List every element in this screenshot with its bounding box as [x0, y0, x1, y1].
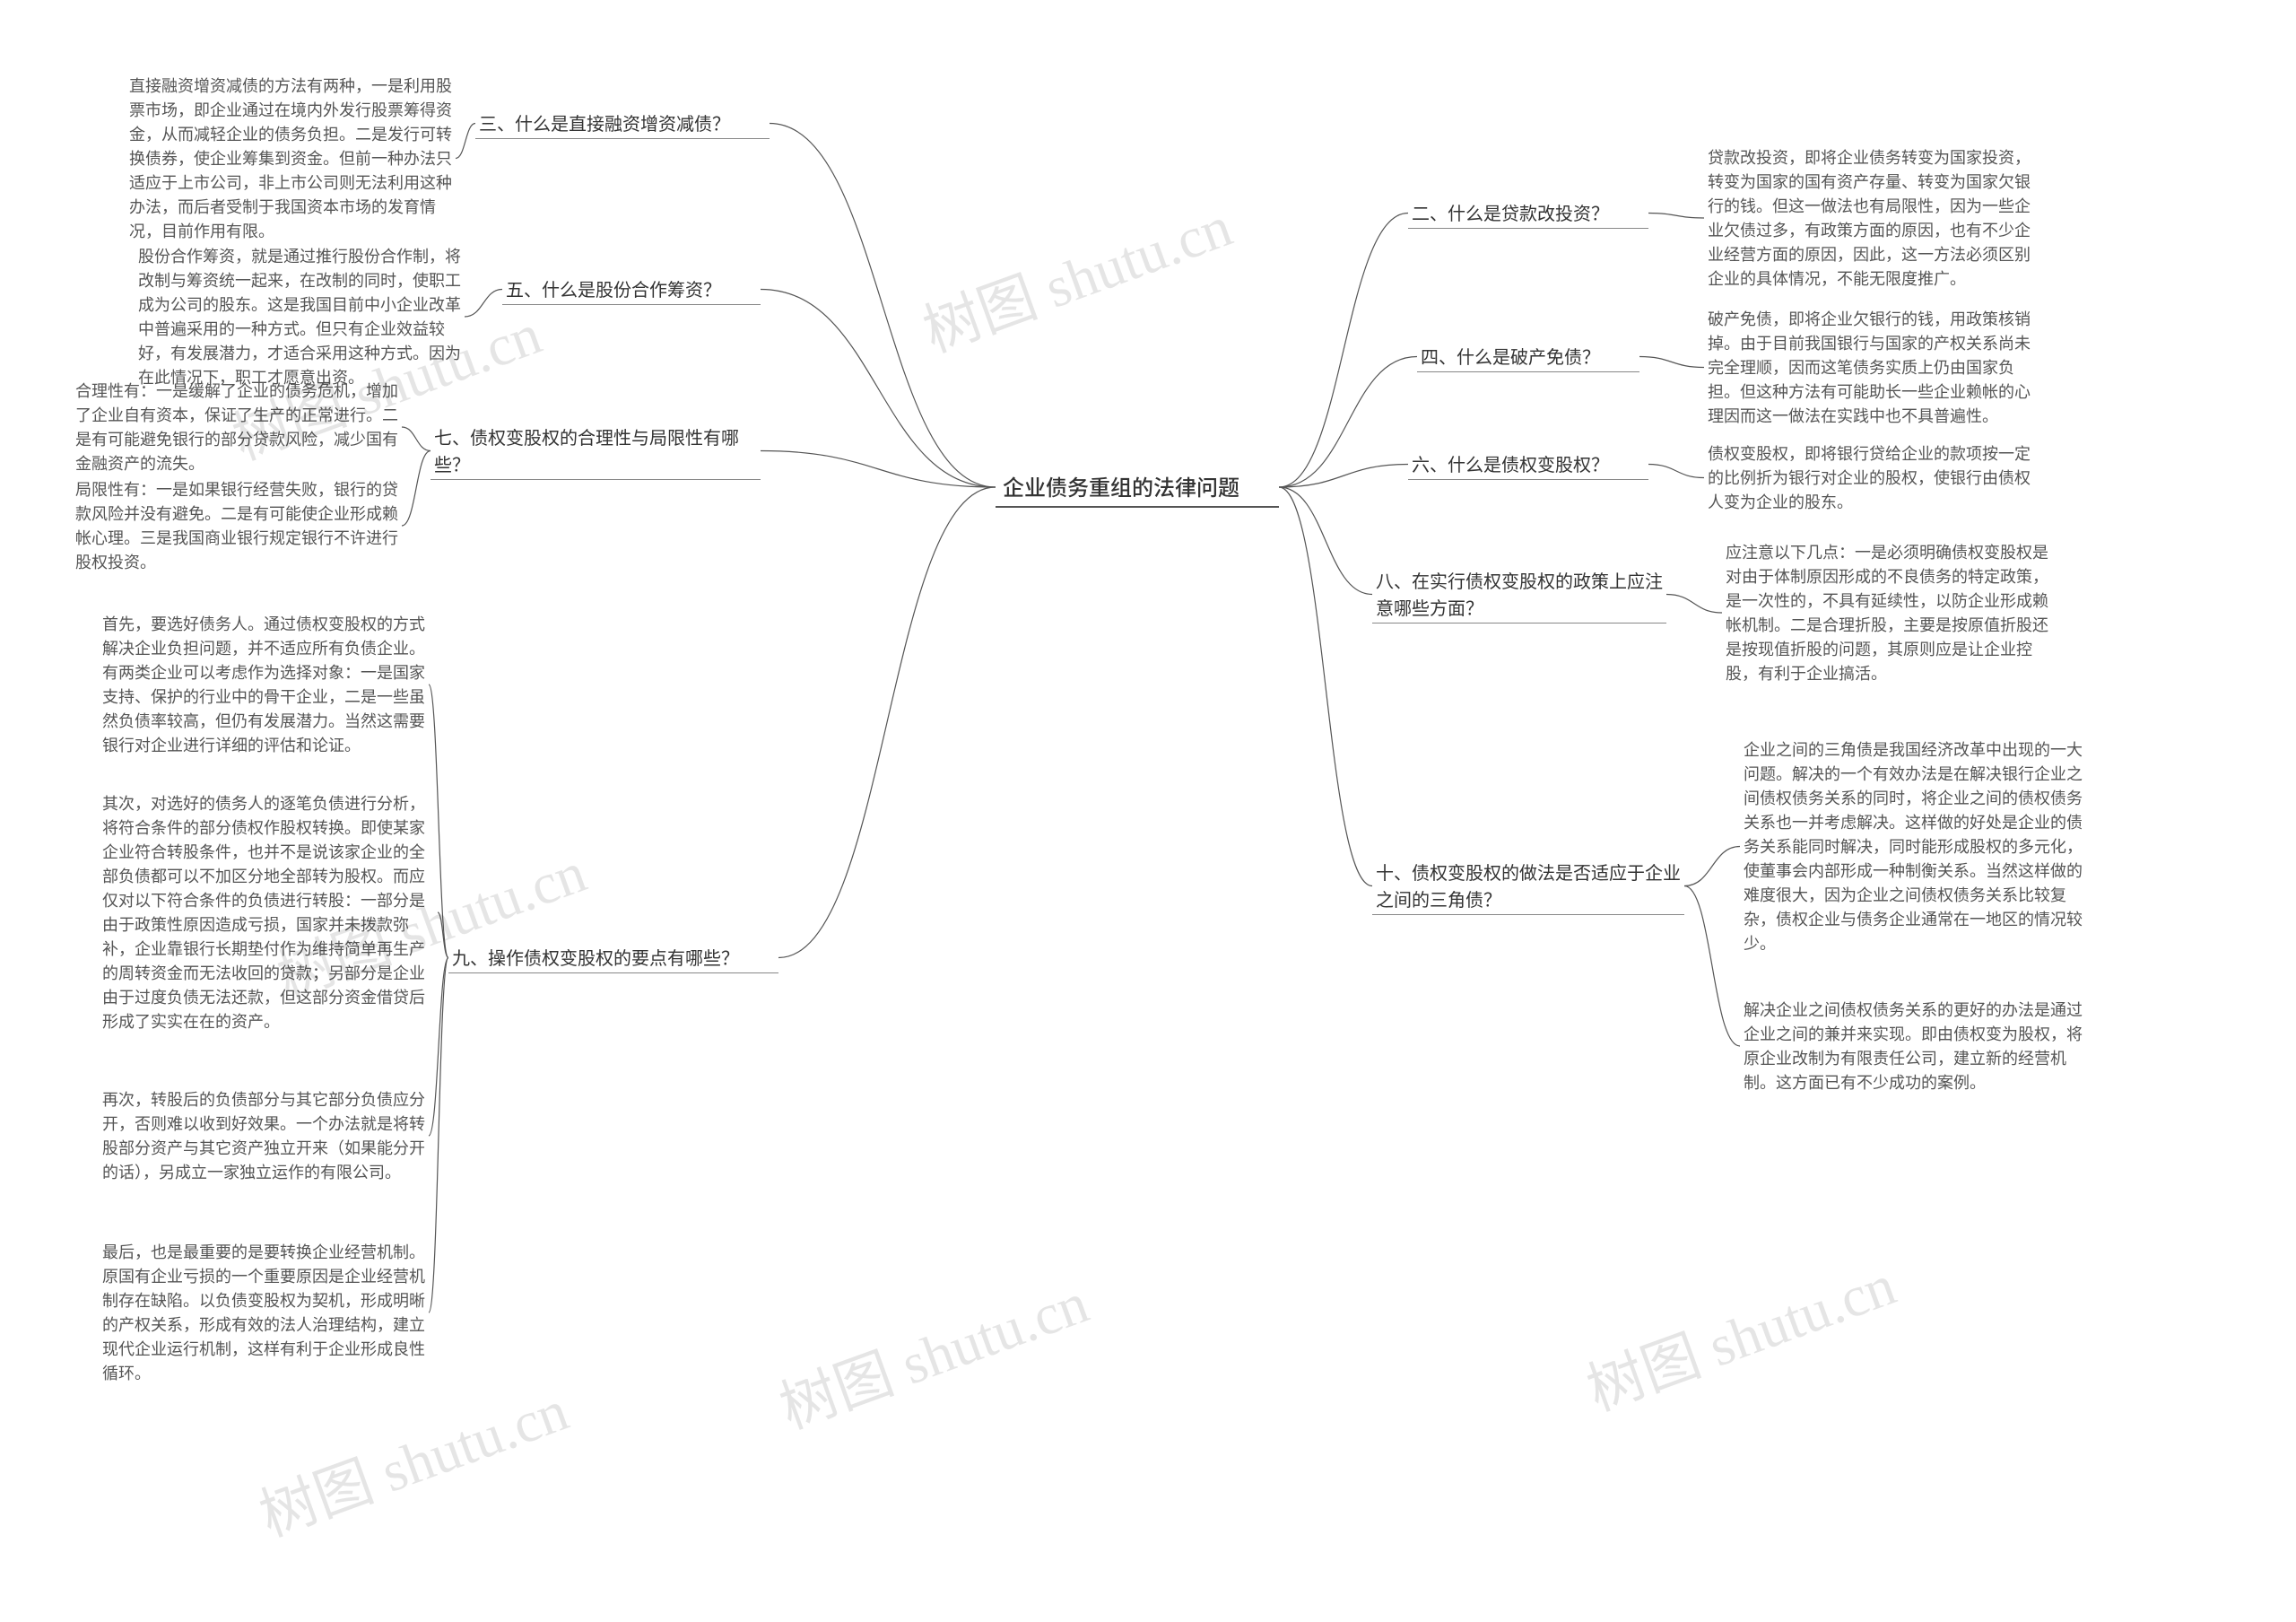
connector	[465, 290, 502, 318]
leaf-node-b3l1: 直接融资增资减债的方法有两种，一是利用股票市场，即企业通过在境内外发行股票筹得资…	[126, 72, 456, 245]
connector	[1666, 595, 1722, 614]
watermark: 树图 shutu.cn	[247, 1365, 578, 1552]
branch-node-b4: 四、什么是破产免债？	[1417, 341, 1639, 372]
leaf-node-b10l2: 解决企业之间债权债务关系的更好的办法是通过企业之间的兼并来实现。即由债权变为股权…	[1740, 996, 2088, 1096]
leaf-node-b9l3: 再次，转股后的负债部分与其它部分负债应分开，否则难以收到好效果。一个办法就是将转…	[99, 1086, 429, 1186]
leaf-node-b6l1: 债权变股权，即将银行贷给企业的款项按一定的比例折为银行对企业的股权，使银行由债权…	[1704, 440, 2043, 516]
branch-node-b10: 十、债权变股权的做法是否适应于企业之间的三角债？	[1372, 857, 1684, 915]
branch-node-b3: 三、什么是直接融资增资减债？	[475, 108, 770, 139]
connector	[1279, 465, 1408, 488]
connector	[1279, 357, 1417, 488]
watermark: 树图 shutu.cn	[910, 180, 1241, 368]
leaf-node-b9l4: 最后，也是最重要的是要转换企业经营机制。原国有企业亏损的一个重要原因是企业经营机…	[99, 1238, 429, 1387]
center-node: 企业债务重组的法律问题	[996, 467, 1279, 508]
connector	[1279, 487, 1372, 595]
leaf-node-b9l1: 首先，要选好债务人。通过债权变股权的方式解决企业负担问题，并不适应所有负债企业。…	[99, 610, 429, 759]
leaf-node-b8l1: 应注意以下几点：一是必须明确债权变股权是对由于体制原因形成的不良债务的特定政策，…	[1722, 538, 2061, 687]
watermark: 树图 shutu.cn	[767, 1257, 1098, 1444]
connector	[1648, 465, 1704, 478]
branch-node-b2: 二、什么是贷款改投资？	[1408, 197, 1648, 229]
connector	[778, 487, 996, 958]
leaf-node-b5l1: 股份合作筹资，就是通过推行股份合作制，将改制与筹资统一起来，在改制的同时，使职工…	[135, 242, 465, 391]
connector	[402, 451, 430, 527]
branch-node-b8: 八、在实行债权变股权的政策上应注意哪些方面？	[1372, 565, 1666, 624]
connector	[1648, 214, 1704, 219]
connector	[770, 124, 996, 488]
connector	[1684, 886, 1740, 1047]
connector	[761, 451, 996, 488]
watermark: 树图 shutu.cn	[1574, 1239, 1905, 1426]
leaf-node-b9l2: 其次，对选好的债务人的逐笔负债进行分析，将符合条件的部分债权作股权转换。即使某家…	[99, 789, 438, 1035]
leaf-node-b7l2: 局限性有：一是如果银行经营失败，银行的贷款风险并没有避免。二是有可能使企业形成赖…	[72, 475, 402, 576]
connector	[438, 912, 448, 958]
leaf-node-b2l1: 贷款改投资，即将企业债务转变为国家投资，转变为国家的国有资产存量、转变为国家欠银…	[1704, 144, 2043, 292]
leaf-node-b7l1: 合理性有：一是缓解了企业的债务危机，增加了企业自有资本，保证了生产的正常进行。二…	[72, 377, 402, 477]
connector	[1639, 357, 1704, 368]
branch-node-b6: 六、什么是债权变股权？	[1408, 449, 1648, 480]
connector	[456, 124, 475, 159]
connector	[1279, 214, 1408, 488]
branch-node-b7: 七、债权变股权的合理性与局限性有哪些？	[430, 422, 761, 480]
branch-node-b9: 九、操作债权变股权的要点有哪些？	[448, 942, 778, 973]
connector	[402, 427, 430, 451]
leaf-node-b4l1: 破产免债，即将企业欠银行的钱，用政策核销掉。由于目前我国银行与国家的产权关系尚未…	[1704, 305, 2043, 430]
connector	[1684, 847, 1740, 886]
leaf-node-b10l1: 企业之间的三角债是我国经济改革中出现的一大问题。解决的一个有效办法是在解决银行企…	[1740, 736, 2088, 957]
connector	[1279, 487, 1372, 886]
branch-node-b5: 五、什么是股份合作筹资？	[502, 274, 761, 305]
mindmap-canvas: 企业债务重组的法律问题 三、什么是直接融资增资减债？ 直接融资增资减债的方法有两种，…	[0, 0, 2296, 1622]
connector	[761, 290, 996, 488]
